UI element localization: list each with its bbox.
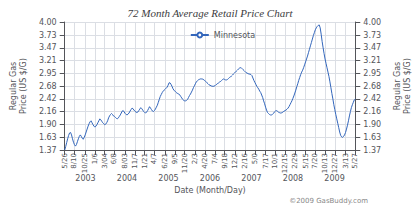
- svg-text:1.37: 1.37: [363, 146, 381, 155]
- svg-text:©2009 GasBuddy.com: ©2009 GasBuddy.com: [289, 197, 368, 205]
- svg-text:2/29: 2/29: [291, 153, 299, 169]
- svg-text:2.42: 2.42: [363, 94, 381, 103]
- svg-text:10/13: 10/13: [321, 153, 329, 173]
- svg-text:1.63: 1.63: [363, 133, 381, 142]
- svg-text:5/26: 5/26: [61, 152, 69, 168]
- svg-text:Regular Gas: Regular Gas: [9, 62, 18, 111]
- svg-text:2.68: 2.68: [39, 82, 57, 91]
- svg-text:3.73: 3.73: [363, 31, 381, 40]
- svg-text:9/18: 9/18: [221, 153, 229, 169]
- svg-text:3.47: 3.47: [39, 43, 57, 52]
- svg-text:2003: 2003: [75, 174, 95, 183]
- svg-text:1.37: 1.37: [39, 146, 57, 155]
- svg-text:3.21: 3.21: [363, 56, 381, 65]
- svg-text:Price (US $/G): Price (US $/G): [403, 58, 412, 114]
- svg-text:7/4: 7/4: [211, 152, 219, 164]
- svg-text:1/6: 1/6: [91, 152, 99, 164]
- svg-text:3.21: 3.21: [39, 56, 57, 65]
- svg-text:5/0: 5/0: [251, 153, 259, 164]
- svg-text:3.73: 3.73: [39, 31, 57, 40]
- svg-text:2.42: 2.42: [39, 94, 57, 103]
- svg-text:2007: 2007: [241, 174, 261, 183]
- svg-text:10/25: 10/25: [81, 153, 89, 173]
- svg-text:5/27: 5/27: [351, 153, 359, 169]
- svg-text:4/7: 4/7: [150, 153, 158, 164]
- svg-text:8/10: 8/10: [70, 153, 78, 169]
- svg-text:10/1: 10/1: [271, 153, 279, 169]
- svg-text:2/3: 2/3: [191, 153, 199, 164]
- svg-text:2.95: 2.95: [363, 69, 381, 78]
- svg-text:Regular Gas: Regular Gas: [393, 62, 402, 111]
- svg-text:1.90: 1.90: [363, 120, 381, 129]
- svg-text:2.16: 2.16: [39, 107, 57, 116]
- svg-text:5/15: 5/15: [302, 153, 310, 169]
- svg-text:6/8: 6/8: [110, 153, 118, 164]
- svg-text:72 Month Average Retail Price: 72 Month Average Retail Price Chart: [127, 7, 293, 19]
- svg-text:1/21: 1/21: [141, 153, 149, 169]
- svg-text:2008: 2008: [283, 174, 303, 183]
- svg-text:3/04: 3/04: [101, 152, 109, 168]
- svg-text:12/27: 12/27: [331, 153, 339, 173]
- svg-text:4.00: 4.00: [363, 18, 381, 27]
- svg-text:Minnesota: Minnesota: [214, 31, 255, 40]
- svg-text:3.47: 3.47: [363, 43, 381, 52]
- svg-text:11/20: 11/20: [181, 153, 189, 173]
- svg-text:2006: 2006: [200, 174, 220, 183]
- svg-text:2.95: 2.95: [39, 69, 57, 78]
- svg-text:1.90: 1.90: [39, 120, 57, 129]
- svg-text:2009: 2009: [324, 174, 344, 183]
- svg-text:2005: 2005: [158, 174, 178, 183]
- svg-text:12/2: 12/2: [231, 153, 239, 169]
- svg-text:4.00: 4.00: [39, 18, 57, 27]
- svg-text:3/13: 3/13: [342, 153, 350, 169]
- svg-text:11/7: 11/7: [131, 153, 139, 169]
- svg-text:1.63: 1.63: [39, 133, 57, 142]
- svg-text:Price (US $/G): Price (US $/G): [19, 58, 28, 114]
- svg-text:2.16: 2.16: [363, 107, 381, 116]
- svg-text:2.68: 2.68: [363, 82, 381, 91]
- svg-text:9/5: 9/5: [171, 153, 179, 164]
- svg-text:2004: 2004: [117, 174, 137, 183]
- svg-text:6/21: 6/21: [161, 153, 169, 169]
- svg-text:4/20: 4/20: [201, 153, 209, 169]
- svg-text:2/16: 2/16: [241, 152, 249, 168]
- svg-text:Date (Month/Day): Date (Month/Day): [174, 186, 245, 195]
- svg-text:12/15: 12/15: [281, 153, 289, 173]
- svg-text:8/03: 8/03: [121, 153, 129, 169]
- svg-text:7/20: 7/20: [311, 153, 319, 169]
- svg-text:7/17: 7/17: [262, 153, 270, 169]
